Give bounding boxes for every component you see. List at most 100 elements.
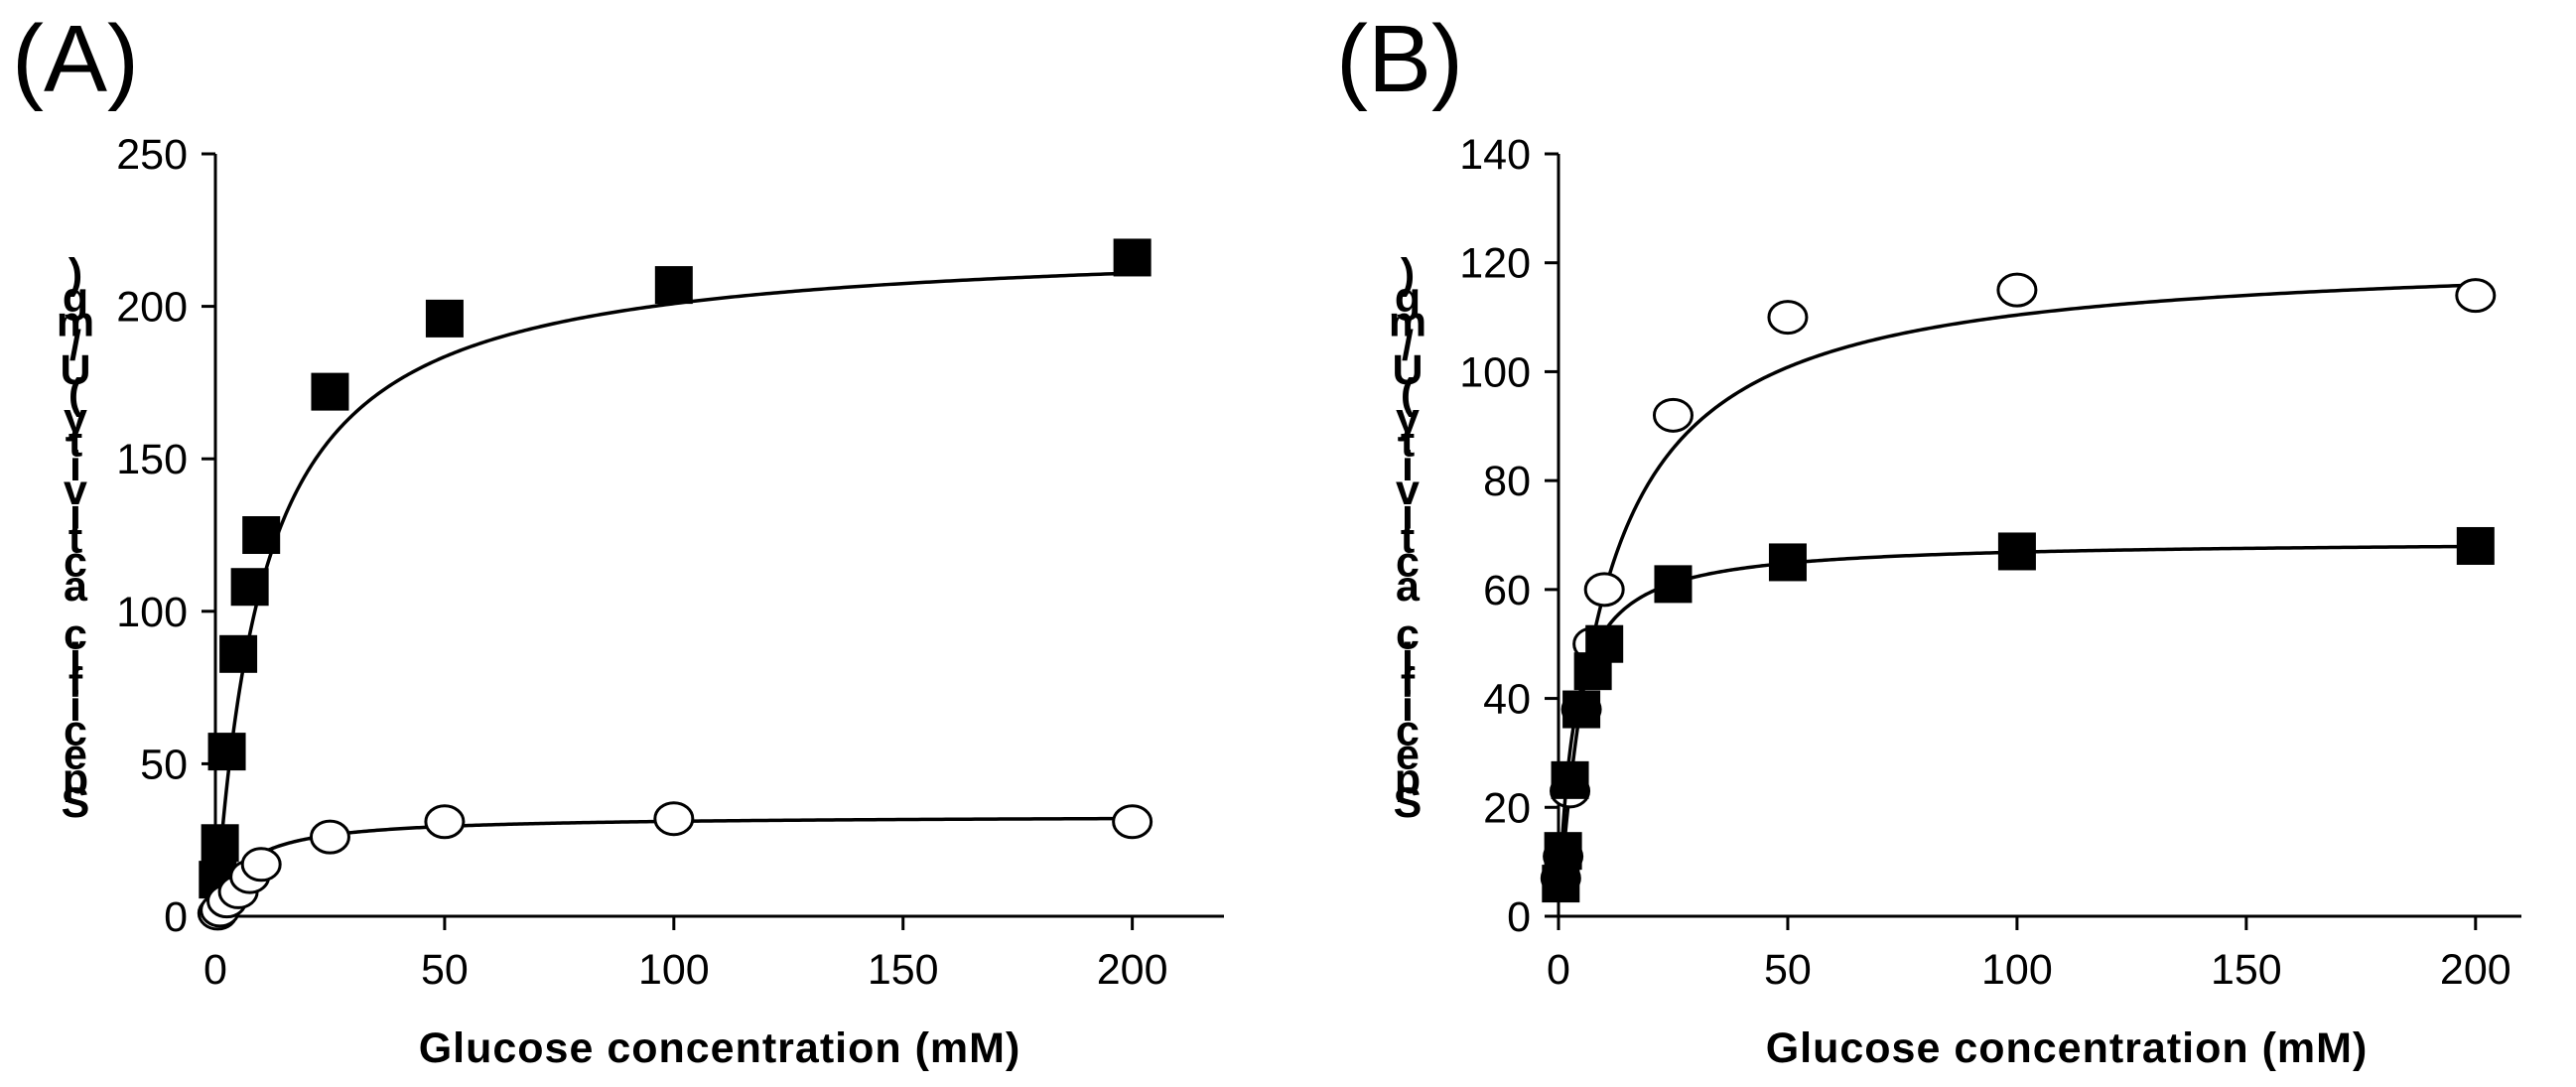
y-axis-label-char: (: [1401, 370, 1416, 418]
y-axis-label-char: g: [1395, 274, 1421, 322]
y-axis-label-char: m: [1389, 298, 1426, 345]
y-tick-label: 60: [1483, 567, 1531, 614]
data-point-square: [1768, 543, 1807, 582]
y-axis-label-char: p: [63, 755, 88, 803]
y-tick-label: 140: [1459, 131, 1531, 179]
panel-a: (A) 0 50 100 150 200 0 50 100 150 200 250 Glucose co…: [12, 6, 1224, 1072]
y-axis-label-char: a: [64, 563, 88, 611]
y-axis-label-char: t: [1401, 515, 1415, 563]
y-axis-label-char: p: [1395, 755, 1421, 803]
y-tick-label: 120: [1459, 240, 1531, 288]
y-axis-label-char: t: [68, 515, 82, 563]
data-point-square: [201, 824, 239, 863]
data-point-square: [1654, 565, 1693, 604]
data-point-square: [1551, 760, 1589, 799]
y-tick-label: 40: [1483, 676, 1531, 724]
panel-label: (B): [1336, 6, 1463, 112]
y-axis-label-char: g: [63, 274, 88, 322]
y-axis-label-char: c: [1396, 707, 1420, 754]
data-point-circle: [1996, 272, 2038, 308]
y-axis-label-char: i: [1402, 443, 1414, 490]
panel-label: (A): [12, 6, 139, 112]
y-axis-label-char: y: [1396, 394, 1420, 442]
data-point-square: [1113, 238, 1152, 277]
y-axis-label-char: i: [1402, 490, 1414, 538]
y-axis-label-char: i: [69, 490, 81, 538]
y-tick-label: 20: [1483, 784, 1531, 832]
y-axis-label-char: t: [68, 419, 82, 467]
y-tick-label: 200: [116, 284, 188, 332]
y-tick-label: 80: [1483, 458, 1531, 505]
data-point-circle: [424, 804, 466, 840]
y-axis-label-char: i: [69, 683, 81, 731]
data-point-square: [2456, 526, 2495, 565]
y-axis-label-char: U: [1392, 346, 1423, 394]
x-axis-label: Glucose concentration (mM): [1766, 1024, 2369, 1072]
y-axis-label-char: e: [1396, 732, 1420, 779]
data-point-square: [219, 634, 258, 673]
fit-curve-squares: [214, 271, 1133, 898]
y-axis-label-char: c: [64, 539, 87, 587]
y-axis-label-char: i: [1402, 683, 1414, 731]
y-tick-label: 0: [164, 893, 188, 941]
data-point-square: [1997, 532, 2036, 571]
y-axis-label-char: i: [69, 443, 81, 490]
data-point-square: [1542, 865, 1580, 903]
y-axis-label-char: a: [1396, 563, 1421, 611]
y-axis-label-char: v: [64, 467, 87, 514]
y-axis-label-char: (: [68, 370, 83, 418]
x-tick-label: 200: [2440, 946, 2511, 994]
data-point-square: [1585, 624, 1624, 663]
data-point-square: [207, 733, 246, 771]
y-tick-label: 250: [116, 131, 188, 179]
data-point-square: [1544, 832, 1582, 871]
y-tick-label: 100: [116, 589, 188, 636]
x-tick-label: 0: [1547, 946, 1570, 994]
y-axis-label-char: v: [1396, 467, 1420, 514]
y-axis-label-char: ): [68, 250, 82, 298]
y-axis-label-char: U: [60, 346, 90, 394]
x-tick-label: 200: [1097, 946, 1168, 994]
y-tick-label: 100: [1459, 348, 1531, 396]
data-point-square: [311, 372, 349, 411]
y-axis-label-char: /: [1402, 323, 1414, 370]
y-tick-label: 0: [1507, 893, 1531, 941]
y-axis-label-char: y: [64, 394, 87, 442]
y-axis-label-char: ): [1401, 250, 1415, 298]
y-axis-label-char: S: [62, 779, 90, 827]
y-axis-label-char: e: [64, 732, 87, 779]
x-tick-label: 100: [1981, 946, 2053, 994]
x-tick-label: 150: [868, 946, 939, 994]
x-tick-label: 50: [421, 946, 469, 994]
data-point-circle: [1767, 300, 1809, 336]
x-axis-label: Glucose concentration (mM): [419, 1024, 1021, 1072]
x-tick-label: 150: [2211, 946, 2282, 994]
x-tick-label: 100: [638, 946, 710, 994]
y-axis-label-char: i: [69, 635, 81, 683]
data-point-square: [425, 299, 464, 338]
data-point-circle: [1652, 397, 1694, 433]
y-axis-label-char: f: [68, 659, 83, 707]
y-axis-label-char: c: [64, 611, 87, 658]
data-point-square: [1562, 690, 1601, 729]
y-tick-label: 50: [140, 741, 188, 788]
data-point-square: [230, 568, 269, 607]
data-point-circle: [1112, 804, 1153, 840]
data-point-circle: [2455, 278, 2497, 314]
y-axis-label-char: m: [57, 298, 94, 345]
y-axis-label-char: i: [1402, 635, 1414, 683]
data-point-circle: [240, 847, 282, 883]
data-point-circle: [309, 819, 350, 855]
data-point-circle: [1583, 572, 1625, 608]
y-axis-label-char: c: [64, 707, 87, 754]
fit-curve-squares: [1558, 544, 2476, 884]
y-axis-label-char: f: [1401, 659, 1416, 707]
y-axis-label-char: c: [1396, 611, 1420, 658]
fit-curve-circles: [1558, 283, 2476, 898]
y-axis-label-char: S: [1394, 779, 1423, 827]
data-point-square: [242, 516, 281, 554]
data-point-circle: [653, 801, 695, 837]
panel-b: (B) 0 50 100 150 200 0 20 40 60 80 100 120 140 Glucose…: [1336, 6, 2521, 1072]
y-axis-label-char: c: [1396, 539, 1420, 587]
